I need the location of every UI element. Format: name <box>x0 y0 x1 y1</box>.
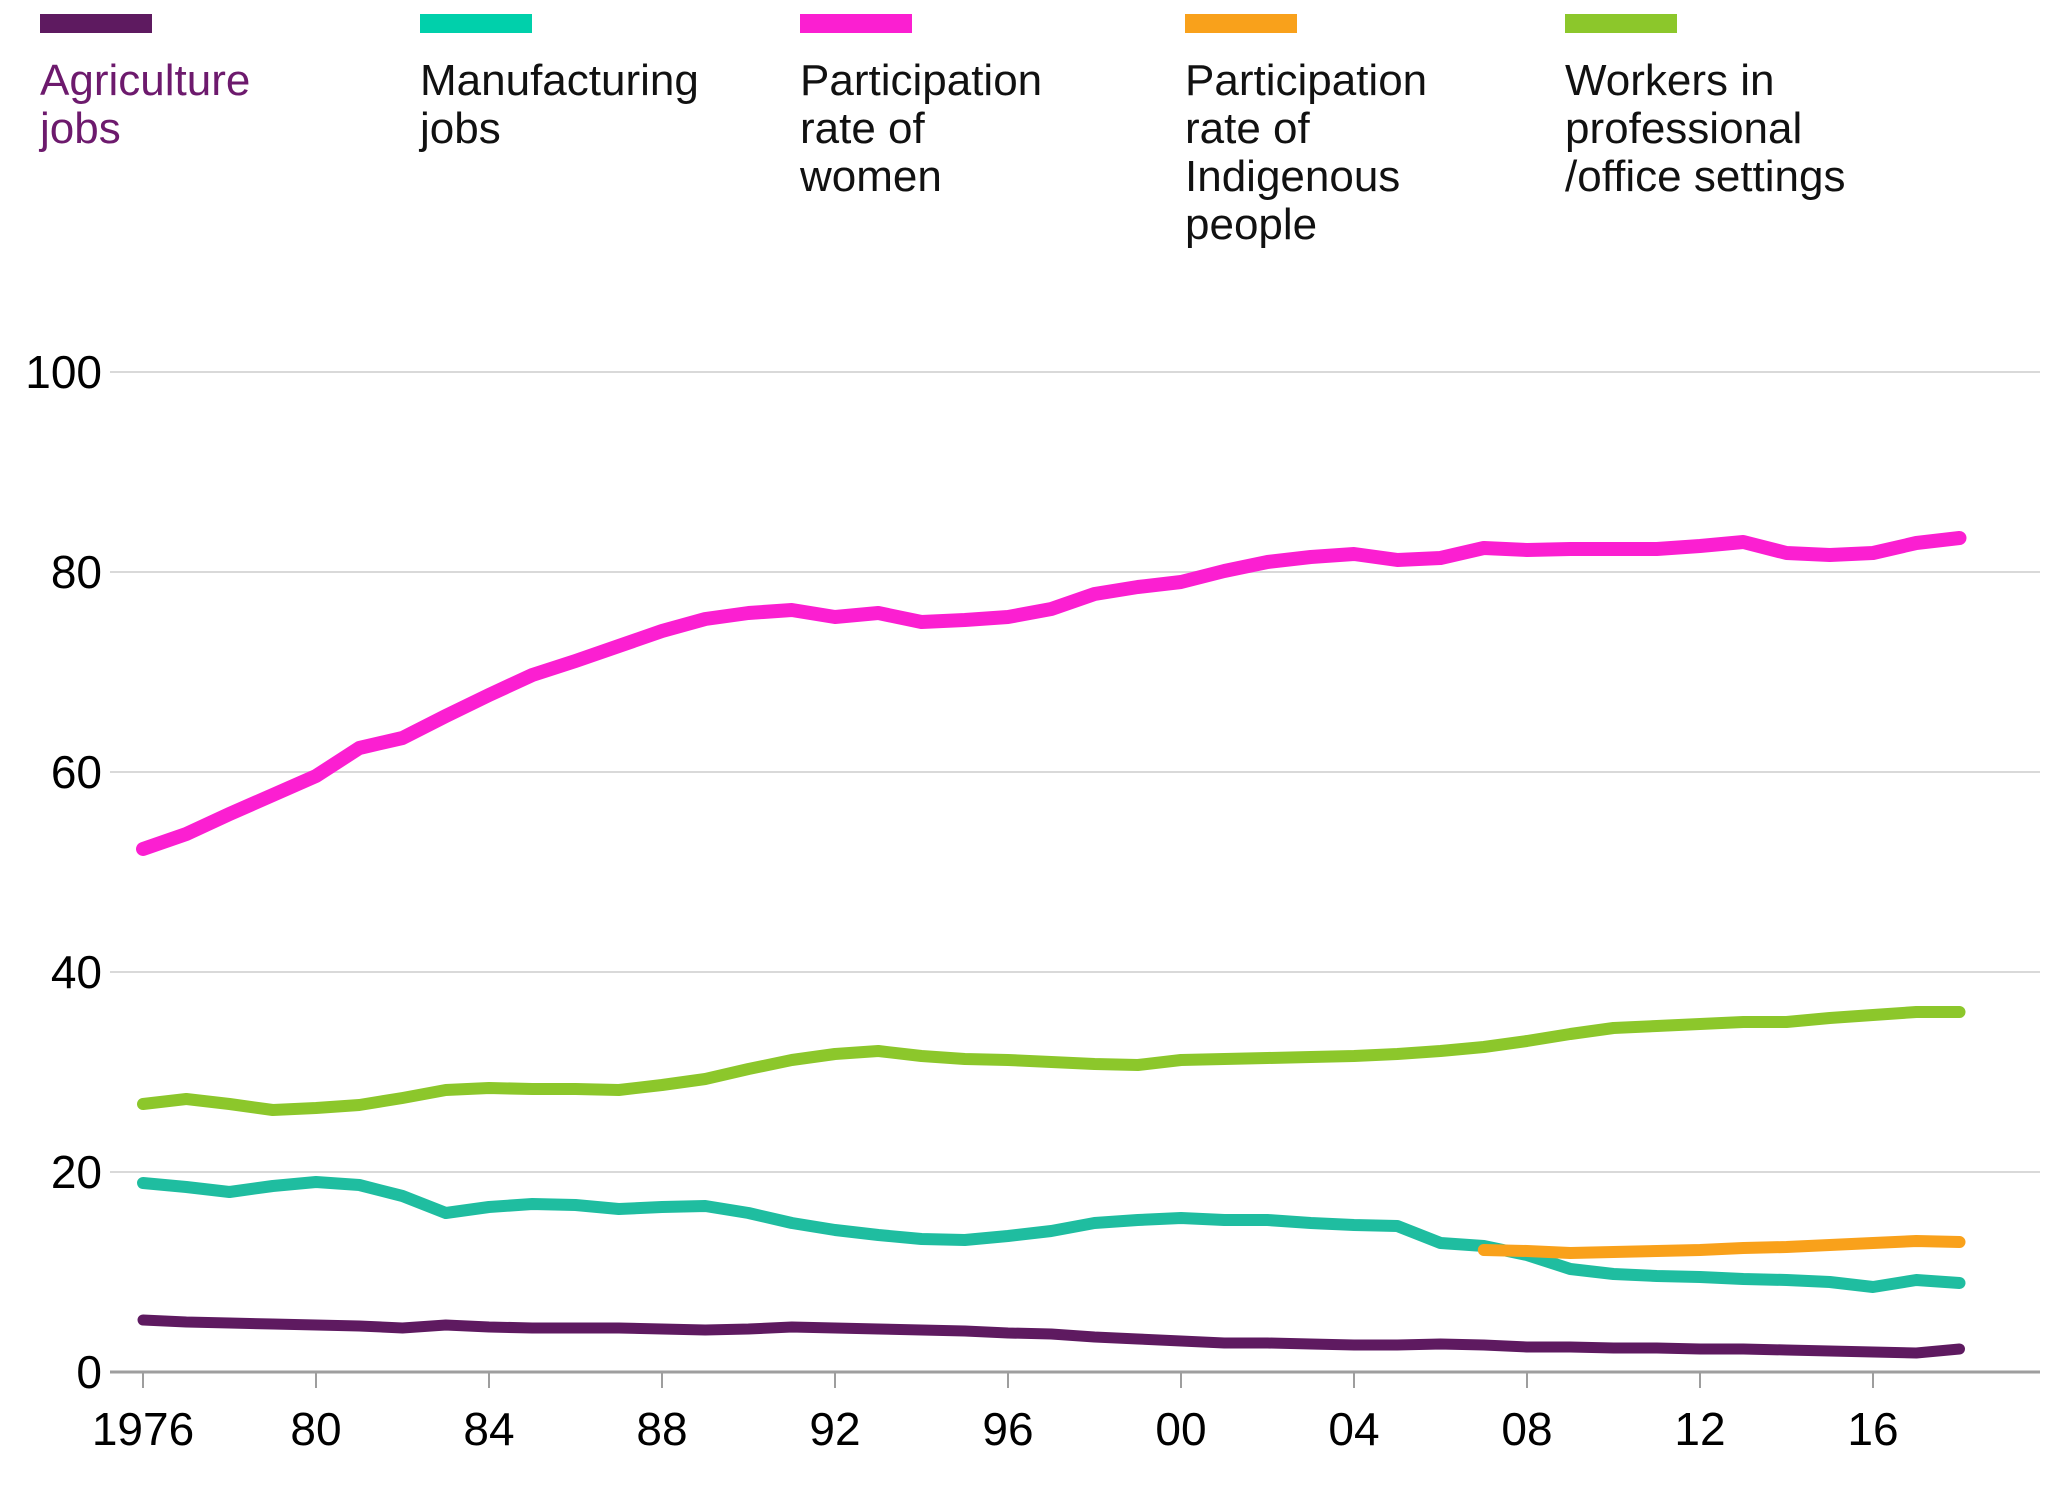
series-line-manufacturing-jobs <box>137 1176 1966 1293</box>
x-tick-label: 88 <box>636 1403 687 1455</box>
series-line-participation-rate-of-women <box>136 531 1967 856</box>
legend-swatch <box>1185 14 1297 33</box>
legend-item-women: Participation rate of women <box>800 14 1160 201</box>
y-tick-label: 100 <box>25 346 102 398</box>
x-tick-label: 92 <box>809 1403 860 1455</box>
x-tick-label: 96 <box>982 1403 1033 1455</box>
y-tick-label: 0 <box>76 1346 102 1398</box>
legend-swatch <box>40 14 152 33</box>
series-line-agriculture-jobs <box>137 1314 1965 1359</box>
legend-label: Workers in professional /office settings <box>1565 56 1846 201</box>
x-tick-label: 12 <box>1674 1403 1725 1455</box>
legend-label: Participation rate of Indigenous people <box>1185 56 1428 249</box>
x-tick-label: 84 <box>463 1403 514 1455</box>
y-tick-label: 60 <box>51 746 102 798</box>
legend-swatch <box>1565 14 1677 33</box>
legend: Agriculture jobs Manufacturing jobs Part… <box>0 0 2065 320</box>
series-line-workers-in-professional-office-settings <box>137 1006 1966 1116</box>
legend-item-professional: Workers in professional /office settings <box>1565 14 1925 201</box>
x-tick-label: 00 <box>1155 1403 1206 1455</box>
legend-label: Agriculture jobs <box>40 56 251 153</box>
legend-item-agriculture: Agriculture jobs <box>40 14 400 153</box>
x-tick-label: 80 <box>290 1403 341 1455</box>
legend-swatch <box>800 14 912 33</box>
y-tick-label: 80 <box>51 546 102 598</box>
series-line-participation-rate-of-indigenous-people <box>1477 1235 1966 1259</box>
legend-label: Participation rate of women <box>800 56 1043 201</box>
legend-item-indigenous: Participation rate of Indigenous people <box>1185 14 1545 249</box>
legend-item-manufacturing: Manufacturing jobs <box>420 14 780 153</box>
legend-label: Manufacturing jobs <box>420 56 699 153</box>
y-tick-label: 20 <box>51 1146 102 1198</box>
legend-swatch <box>420 14 532 33</box>
x-tick-label: 16 <box>1847 1403 1898 1455</box>
x-tick-label: 04 <box>1328 1403 1379 1455</box>
x-tick-label: 08 <box>1501 1403 1552 1455</box>
x-tick-label: 1976 <box>92 1403 194 1455</box>
y-tick-label: 40 <box>51 946 102 998</box>
